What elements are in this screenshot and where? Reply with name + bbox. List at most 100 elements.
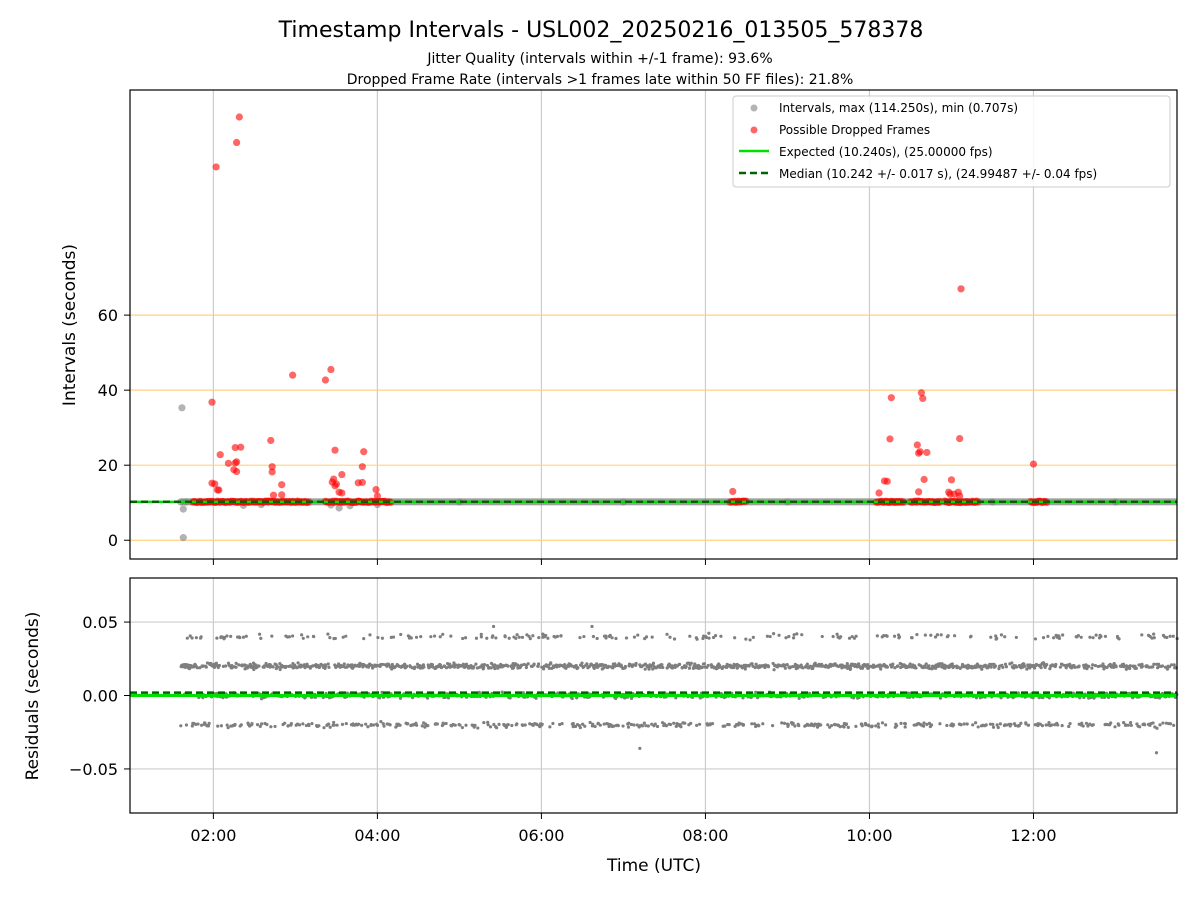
residual-point: [795, 632, 799, 636]
dropped-frame-point: [358, 463, 366, 471]
residual-point: [388, 723, 392, 727]
residual-point: [879, 667, 883, 671]
residual-point: [780, 721, 784, 725]
residual-point: [819, 723, 823, 727]
residual-point: [1151, 721, 1155, 725]
residual-point: [877, 725, 881, 729]
residual-point: [991, 725, 996, 729]
residual-point: [562, 662, 567, 667]
residual-point: [535, 722, 539, 727]
residual-point: [287, 635, 291, 639]
residual-point: [891, 662, 895, 666]
residual-point: [635, 723, 639, 727]
residual-point: [422, 665, 426, 669]
top-y-tick-label: 40: [98, 381, 118, 400]
residual-point: [741, 723, 746, 727]
top-plot-frame: [129, 89, 1178, 560]
residual-point: [479, 632, 483, 636]
residual-point: [951, 723, 956, 727]
residual-point: [797, 723, 801, 728]
residual-point: [1117, 637, 1121, 641]
residual-point: [578, 635, 582, 640]
residual-point: [1034, 662, 1039, 667]
residual-point: [185, 636, 189, 640]
dropped-frame-point: [358, 478, 366, 487]
residual-point: [536, 662, 541, 666]
interval-point: [179, 534, 187, 542]
residual-point: [689, 661, 693, 665]
residual-point: [523, 723, 527, 727]
residual-point: [791, 664, 795, 669]
residual-point: [796, 666, 800, 670]
residual-point: [1017, 723, 1021, 728]
residual-point: [398, 696, 403, 700]
residual-point: [1057, 636, 1061, 640]
residual-point: [1026, 723, 1031, 727]
residual-point: [593, 724, 597, 729]
residual-point: [624, 636, 629, 640]
residual-point: [752, 722, 757, 726]
residual-point: [805, 662, 809, 666]
residual-point: [765, 634, 770, 638]
residual-point: [854, 634, 858, 638]
residual-point: [476, 726, 480, 730]
residual-point: [1129, 723, 1133, 727]
residual-point: [910, 636, 914, 640]
residual-point: [772, 668, 776, 672]
residual-point: [601, 663, 605, 667]
residual-point: [854, 724, 858, 728]
residual-point: [580, 661, 584, 665]
residual-point: [399, 632, 403, 637]
residual-point: [777, 633, 781, 637]
residual-point: [444, 721, 448, 726]
residual-point: [704, 635, 709, 640]
bottom-y-ticks: 0.05 0.00 −0.05: [69, 613, 130, 779]
residual-point: [938, 722, 942, 726]
residual-point: [634, 661, 638, 666]
residual-point: [270, 634, 274, 638]
residual-point: [335, 723, 339, 727]
residual-point: [642, 721, 646, 725]
residual-point: [924, 662, 928, 666]
bottom-x-ticks: 02:00 04:00 06:00 08:00 10:00 12:00: [190, 813, 1057, 845]
residual-point: [413, 665, 417, 669]
residual-point: [1109, 721, 1113, 725]
residual-point: [984, 723, 988, 727]
residual-point: [544, 633, 548, 638]
residual-point: [375, 723, 380, 727]
residual-point: [1004, 665, 1008, 669]
residual-point: [507, 636, 511, 640]
residual-point: [706, 663, 710, 668]
residual-point: [768, 634, 772, 639]
residual-point: [244, 634, 248, 638]
residual-point: [519, 663, 524, 667]
residual-point: [1033, 666, 1037, 670]
residual-point: [420, 724, 424, 728]
residual-point: [864, 723, 868, 727]
residual-point: [588, 720, 592, 725]
residual-point: [1052, 636, 1056, 640]
residual-point: [546, 636, 550, 640]
residual-point: [725, 665, 729, 669]
residual-point: [1081, 724, 1085, 728]
residual-point: [608, 633, 612, 637]
residual-point: [908, 662, 912, 666]
residual-point: [570, 696, 574, 701]
residual-point: [896, 664, 900, 668]
residual-point: [750, 722, 754, 726]
residual-point: [965, 722, 969, 726]
residual-point: [1128, 666, 1132, 671]
bottom-y-tick-label: 0.05: [82, 613, 118, 632]
dropped-frame-point: [231, 443, 239, 452]
residual-point: [524, 665, 528, 670]
x-tick-label: 06:00: [518, 826, 564, 845]
residual-point: [1138, 725, 1142, 729]
residual-point: [627, 721, 631, 725]
residual-point: [259, 722, 264, 726]
residual-point: [555, 634, 560, 638]
residual-point: [646, 724, 650, 728]
residual-point: [1079, 635, 1083, 639]
residual-point: [328, 725, 332, 729]
residual-point: [1158, 723, 1162, 727]
residual-point: [1168, 722, 1173, 726]
